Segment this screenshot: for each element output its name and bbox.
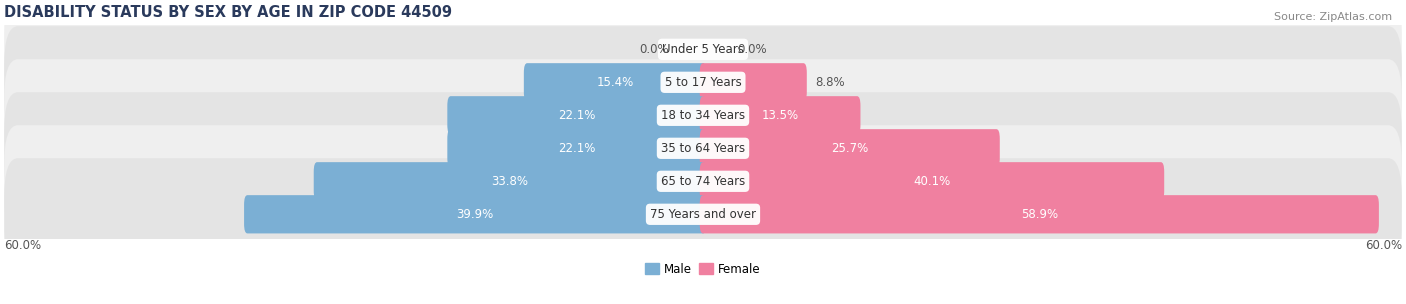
Text: 33.8%: 33.8% (492, 175, 529, 188)
Text: 60.0%: 60.0% (1365, 239, 1402, 252)
FancyBboxPatch shape (245, 195, 706, 233)
Text: 75 Years and over: 75 Years and over (650, 208, 756, 221)
Text: 35 to 64 Years: 35 to 64 Years (661, 142, 745, 155)
Text: 65 to 74 Years: 65 to 74 Years (661, 175, 745, 188)
Text: 5 to 17 Years: 5 to 17 Years (665, 76, 741, 89)
Text: Source: ZipAtlas.com: Source: ZipAtlas.com (1274, 12, 1392, 22)
Text: 58.9%: 58.9% (1021, 208, 1057, 221)
FancyBboxPatch shape (700, 63, 807, 102)
Text: 22.1%: 22.1% (558, 142, 596, 155)
FancyBboxPatch shape (314, 162, 706, 200)
FancyBboxPatch shape (4, 125, 1402, 237)
FancyBboxPatch shape (524, 63, 706, 102)
Text: 25.7%: 25.7% (831, 142, 869, 155)
Text: Under 5 Years: Under 5 Years (662, 43, 744, 56)
Text: 15.4%: 15.4% (596, 76, 634, 89)
FancyBboxPatch shape (700, 129, 1000, 168)
Text: DISABILITY STATUS BY SEX BY AGE IN ZIP CODE 44509: DISABILITY STATUS BY SEX BY AGE IN ZIP C… (4, 5, 453, 20)
Text: 18 to 34 Years: 18 to 34 Years (661, 109, 745, 122)
Text: 22.1%: 22.1% (558, 109, 596, 122)
Text: 13.5%: 13.5% (762, 109, 799, 122)
Text: 0.0%: 0.0% (737, 43, 766, 56)
FancyBboxPatch shape (700, 96, 860, 134)
FancyBboxPatch shape (4, 92, 1402, 204)
FancyBboxPatch shape (447, 129, 706, 168)
Text: 0.0%: 0.0% (640, 43, 669, 56)
FancyBboxPatch shape (4, 26, 1402, 138)
FancyBboxPatch shape (447, 96, 706, 134)
Text: 8.8%: 8.8% (815, 76, 845, 89)
Text: 39.9%: 39.9% (457, 208, 494, 221)
FancyBboxPatch shape (700, 162, 1164, 200)
Legend: Male, Female: Male, Female (641, 258, 765, 280)
Text: 60.0%: 60.0% (4, 239, 41, 252)
FancyBboxPatch shape (4, 0, 1402, 105)
FancyBboxPatch shape (4, 59, 1402, 171)
Text: 40.1%: 40.1% (914, 175, 950, 188)
FancyBboxPatch shape (4, 158, 1402, 270)
FancyBboxPatch shape (700, 195, 1379, 233)
